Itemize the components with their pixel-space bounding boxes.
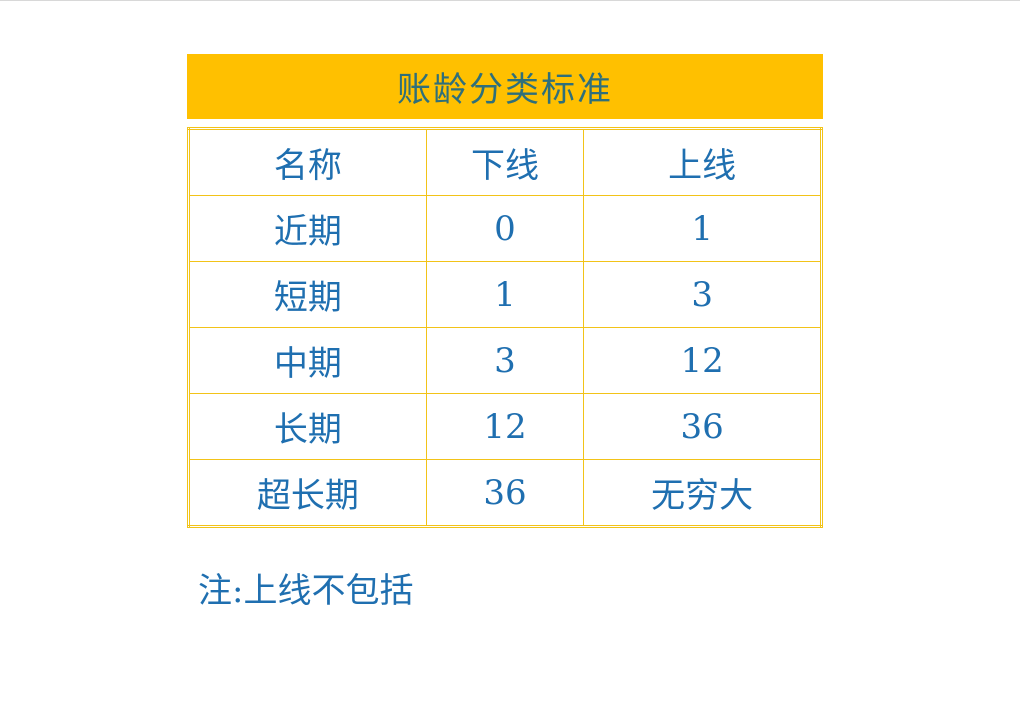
table-row: 长期 12 36 [188,393,822,460]
header-cell: 名称 [188,128,427,196]
cell-lower: 1 [425,261,585,328]
cell-upper: 36 [583,393,822,460]
table-row: 超长期 36 无穷大 [188,459,822,527]
cell-lower: 0 [425,195,585,262]
header-cell: 下线 [425,128,585,196]
header-row: 名称 下线 上线 [188,128,822,196]
cell-lower: 3 [425,327,585,394]
cell-lower: 12 [425,393,585,460]
cell-name: 近期 [188,195,427,262]
cell-name: 长期 [188,393,427,460]
cell-upper: 1 [583,195,822,262]
cell-lower: 36 [425,459,585,527]
table-title-banner: 账龄分类标准 [187,54,823,119]
aging-table: 名称 下线 上线 近期 0 1 短期 1 3 中期 3 12 长期 12 36 超长期 36 无穷大 [187,127,823,528]
table-row: 短期 1 3 [188,261,822,328]
footnote: 注:上线不包括 [198,571,414,611]
cell-name: 中期 [188,327,427,394]
table-title: 账龄分类标准 [397,70,613,110]
cell-upper: 12 [583,327,822,394]
cell-upper: 无穷大 [583,459,822,527]
cell-upper: 3 [583,261,822,328]
cell-name: 短期 [188,261,427,328]
cell-name: 超长期 [188,459,427,527]
header-cell: 上线 [583,128,822,196]
table-row: 近期 0 1 [188,195,822,262]
table-row: 中期 3 12 [188,327,822,394]
